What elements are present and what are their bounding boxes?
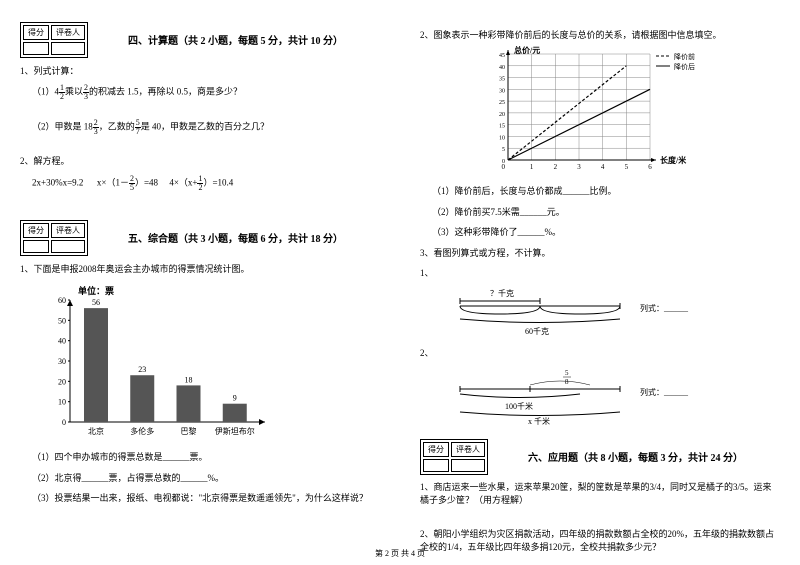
svg-text:8: 8 (565, 378, 569, 386)
svg-text:列式：______: 列式：______ (640, 303, 689, 313)
svg-text:50: 50 (58, 317, 66, 326)
svg-text:3: 3 (577, 163, 581, 171)
svg-text:30: 30 (499, 89, 505, 95)
r-q3-1: 1、 (420, 266, 780, 280)
svg-text:降价后: 降价后 (674, 62, 695, 71)
svg-text:10: 10 (499, 136, 505, 142)
section-6-title: 六、应用题（共 8 小题，每题 3 分，共计 24 分） (528, 449, 743, 464)
svg-text:单位：票: 单位：票 (78, 285, 114, 296)
svg-text:23: 23 (138, 365, 146, 374)
svg-text:9: 9 (233, 394, 237, 403)
q5-1: 1、下面是申报2008年奥运会主办城市的得票情况统计图。 (20, 262, 380, 276)
r-q2-sub3: （3）这种彩带降价了______%。 (432, 225, 780, 239)
q5-1-sub3: （3）投票结果一出来，报纸、电视都说："北京得票是数遥遥领先"，为什么这样说？ (32, 491, 380, 505)
score-box-6: 得分评卷人 (420, 439, 488, 475)
grader-label: 评卷人 (51, 25, 85, 40)
svg-text:20: 20 (58, 378, 66, 387)
diagram-2: 5 8 100千米 x 千米 列式：______ (450, 367, 780, 427)
svg-text:？千克: ？千克 (490, 288, 514, 298)
q6-1: 1、商店运来一些水果，运来苹果20筐，梨的筐数是苹果的3/4，同时又是橘子的3/… (420, 481, 780, 508)
score-label: 得分 (23, 25, 49, 40)
svg-text:4: 4 (601, 163, 605, 171)
svg-text:2: 2 (554, 163, 558, 171)
q2-label: 2、解方程。 (20, 154, 380, 168)
score-box-5: 得分评卷人 (20, 220, 88, 256)
equations: 2x+30%x=9.2 x×（1－25）=48 4×（x+12）=10.4 (32, 175, 380, 192)
svg-text:x 千米: x 千米 (528, 416, 550, 425)
svg-text:100千米: 100千米 (505, 401, 533, 411)
svg-text:15: 15 (499, 124, 505, 130)
q5-1-sub1: （1）四个申办城市的得票总数是______票。 (32, 450, 380, 464)
svg-text:18: 18 (185, 376, 193, 385)
svg-text:长度/米: 长度/米 (660, 155, 687, 165)
bar-chart: 单位：票 0 10 20 30 40 50 60 56 北京 23 多伦多 18 巴黎 9 伊斯坦布尔 (40, 282, 380, 444)
svg-text:总价/元: 总价/元 (514, 46, 540, 55)
q1-1: （1）412乘以23的积减去 1.5，再除以 0.5，商是多少？ (32, 84, 380, 101)
score-box-4: 得分 评卷人 (20, 22, 88, 58)
svg-text:1: 1 (530, 163, 534, 171)
r-q3-2: 2、 (420, 346, 780, 360)
diagram-1: ？千克 60千克 列式：______ (450, 286, 780, 338)
r-q3-label: 3、看图列算式或方程，不计算。 (420, 246, 780, 260)
r-q2-sub2: （2）降价前买7.5米需______元。 (432, 205, 780, 219)
svg-text:伊斯坦布尔: 伊斯坦布尔 (215, 426, 255, 436)
q5-1-sub2: （2）北京得______票，占得票总数的______%。 (32, 471, 380, 485)
svg-text:巴黎: 巴黎 (181, 426, 197, 436)
line-chart: 0510152025303540451234560总价/元长度/米降价前降价后 (480, 46, 780, 178)
page-footer: 第 2 页 共 4 页 (0, 548, 800, 559)
r-q2-sub1: （1）降价前后，长度与总价都成______比例。 (432, 184, 780, 198)
svg-text:0: 0 (502, 163, 506, 171)
section-5-title: 五、综合题（共 3 小题，每题 6 分，共计 18 分） (128, 230, 343, 245)
svg-text:40: 40 (58, 337, 66, 346)
svg-text:20: 20 (499, 112, 505, 118)
svg-text:降价前: 降价前 (674, 52, 695, 61)
svg-text:40: 40 (499, 65, 505, 71)
svg-text:25: 25 (499, 101, 505, 107)
svg-text:6: 6 (648, 163, 652, 171)
svg-text:56: 56 (92, 298, 100, 307)
r-q2-label: 2、图象表示一种彩带降价前后的长度与总价的关系，请根据图中信息填空。 (420, 28, 780, 42)
svg-text:30: 30 (58, 357, 66, 366)
svg-text:0: 0 (62, 418, 66, 427)
section-4-title: 四、计算题（共 2 小题，每题 5 分，共计 10 分） (128, 32, 343, 47)
svg-text:列式：______: 列式：______ (640, 387, 689, 397)
svg-text:10: 10 (58, 398, 66, 407)
svg-text:5: 5 (625, 163, 629, 171)
svg-text:60: 60 (58, 296, 66, 305)
svg-text:北京: 北京 (88, 426, 104, 436)
svg-text:5: 5 (502, 148, 505, 154)
q1-2: （2）甲数是 1823，乙数的57是 40，甲数是乙数的百分之几？ (32, 119, 380, 136)
svg-text:45: 45 (499, 53, 505, 59)
svg-text:35: 35 (499, 77, 505, 83)
svg-text:5: 5 (565, 369, 569, 377)
svg-text:60千克: 60千克 (525, 326, 549, 336)
q1-label: 1、列式计算： (20, 64, 380, 78)
svg-text:多伦多: 多伦多 (130, 426, 154, 436)
